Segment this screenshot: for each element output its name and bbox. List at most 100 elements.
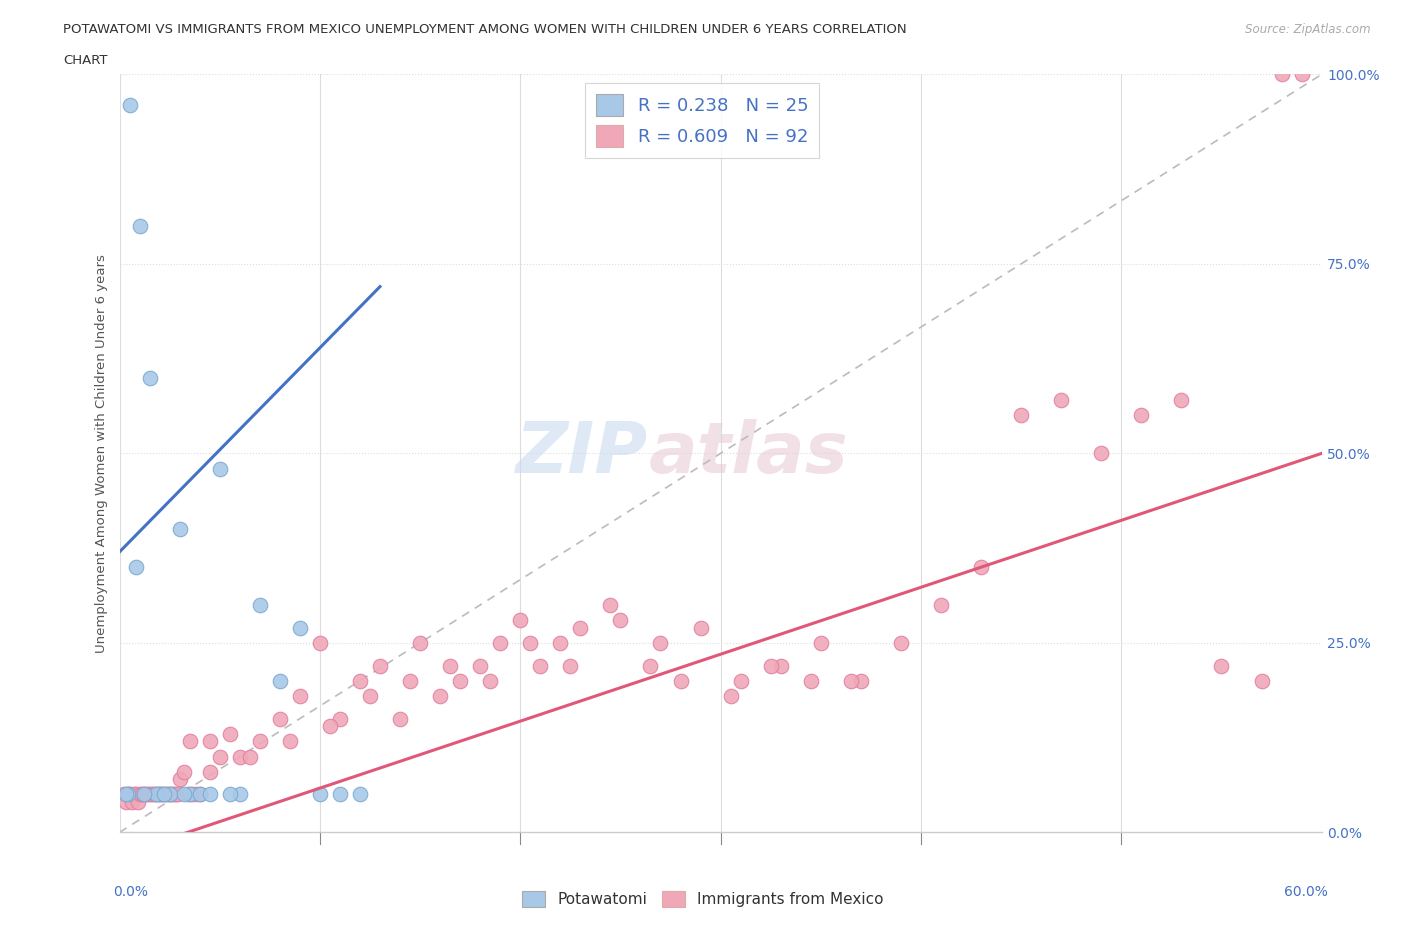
Point (198, 734, 221, 749)
Point (149, 787, 172, 802)
Point (1250, 673, 1272, 688)
Point (609, 613, 631, 628)
Point (124, 560, 146, 575)
Point (278, 734, 301, 749)
Point (165, 787, 187, 802)
Point (146, 787, 169, 802)
Point (309, 787, 332, 802)
Point (449, 673, 471, 688)
Point (198, 764, 221, 779)
Point (890, 635, 912, 650)
Point (599, 598, 621, 613)
Point (479, 673, 502, 688)
Point (529, 658, 551, 673)
Point (121, 794, 143, 809)
Point (439, 658, 461, 673)
Point (149, 787, 172, 802)
Point (349, 787, 371, 802)
Point (929, 598, 952, 613)
Point (560, 658, 582, 673)
Point (162, 787, 184, 802)
Text: CHART: CHART (63, 54, 108, 67)
Point (156, 787, 179, 802)
Point (730, 673, 752, 688)
Point (650, 635, 672, 650)
Point (169, 772, 191, 787)
Legend: Potawatomi, Immigrants from Mexico: Potawatomi, Immigrants from Mexico (516, 884, 890, 913)
Point (118, 787, 141, 802)
Point (429, 688, 451, 703)
Point (519, 635, 541, 650)
Point (288, 620, 311, 635)
Point (839, 673, 862, 688)
Point (118, 98, 141, 113)
Point (127, 794, 149, 809)
Y-axis label: Unemployment Among Women with Children Under 6 years: Unemployment Among Women with Children U… (96, 254, 108, 653)
Point (159, 787, 181, 802)
Point (640, 658, 662, 673)
Point (399, 673, 422, 688)
Point (569, 620, 592, 635)
Text: atlas: atlas (648, 418, 848, 488)
Point (509, 613, 531, 628)
Point (179, 734, 201, 749)
Text: POTAWATOMI VS IMMIGRANTS FROM MEXICO UNEMPLOYMENT AMONG WOMEN WITH CHILDREN UNDE: POTAWATOMI VS IMMIGRANTS FROM MEXICO UNE… (63, 23, 907, 36)
Point (138, 370, 160, 385)
Point (548, 635, 571, 650)
Point (228, 750, 252, 764)
Point (176, 787, 198, 802)
Point (122, 787, 145, 802)
Point (970, 560, 993, 575)
Point (759, 658, 782, 673)
Legend: R = 0.238   N = 25, R = 0.609   N = 92: R = 0.238 N = 25, R = 0.609 N = 92 (585, 84, 820, 158)
Point (329, 711, 352, 726)
Point (1211, 658, 1233, 673)
Point (1090, 446, 1112, 461)
Point (152, 787, 174, 802)
Point (128, 219, 150, 233)
Point (114, 794, 136, 809)
Text: 60.0%: 60.0% (1284, 885, 1327, 899)
Point (239, 750, 262, 764)
Point (1130, 408, 1153, 423)
Point (198, 787, 221, 802)
Point (329, 787, 352, 802)
Point (1050, 392, 1073, 407)
Point (180, 787, 202, 802)
Point (309, 635, 332, 650)
Point (117, 787, 139, 802)
Point (810, 635, 832, 650)
Point (288, 688, 311, 703)
Text: Source: ZipAtlas.com: Source: ZipAtlas.com (1246, 23, 1371, 36)
Point (1271, 67, 1294, 82)
Point (131, 787, 153, 802)
Point (160, 787, 183, 802)
Point (188, 787, 211, 802)
Point (135, 787, 157, 802)
Point (218, 726, 240, 741)
Point (349, 673, 371, 688)
Point (208, 750, 231, 764)
Point (166, 787, 188, 802)
Point (800, 673, 823, 688)
Point (720, 688, 742, 703)
Point (173, 787, 195, 802)
Point (169, 522, 191, 537)
Point (769, 658, 792, 673)
Point (152, 787, 174, 802)
Point (184, 787, 207, 802)
Point (409, 635, 432, 650)
Point (228, 787, 252, 802)
Point (359, 688, 381, 703)
Text: ZIP: ZIP (516, 418, 648, 488)
Point (124, 787, 146, 802)
Point (249, 598, 271, 613)
Point (249, 734, 271, 749)
Point (132, 787, 155, 802)
Point (145, 787, 167, 802)
Point (368, 658, 391, 673)
Point (1291, 67, 1313, 82)
Point (117, 787, 139, 802)
Point (188, 787, 211, 802)
Point (128, 787, 150, 802)
